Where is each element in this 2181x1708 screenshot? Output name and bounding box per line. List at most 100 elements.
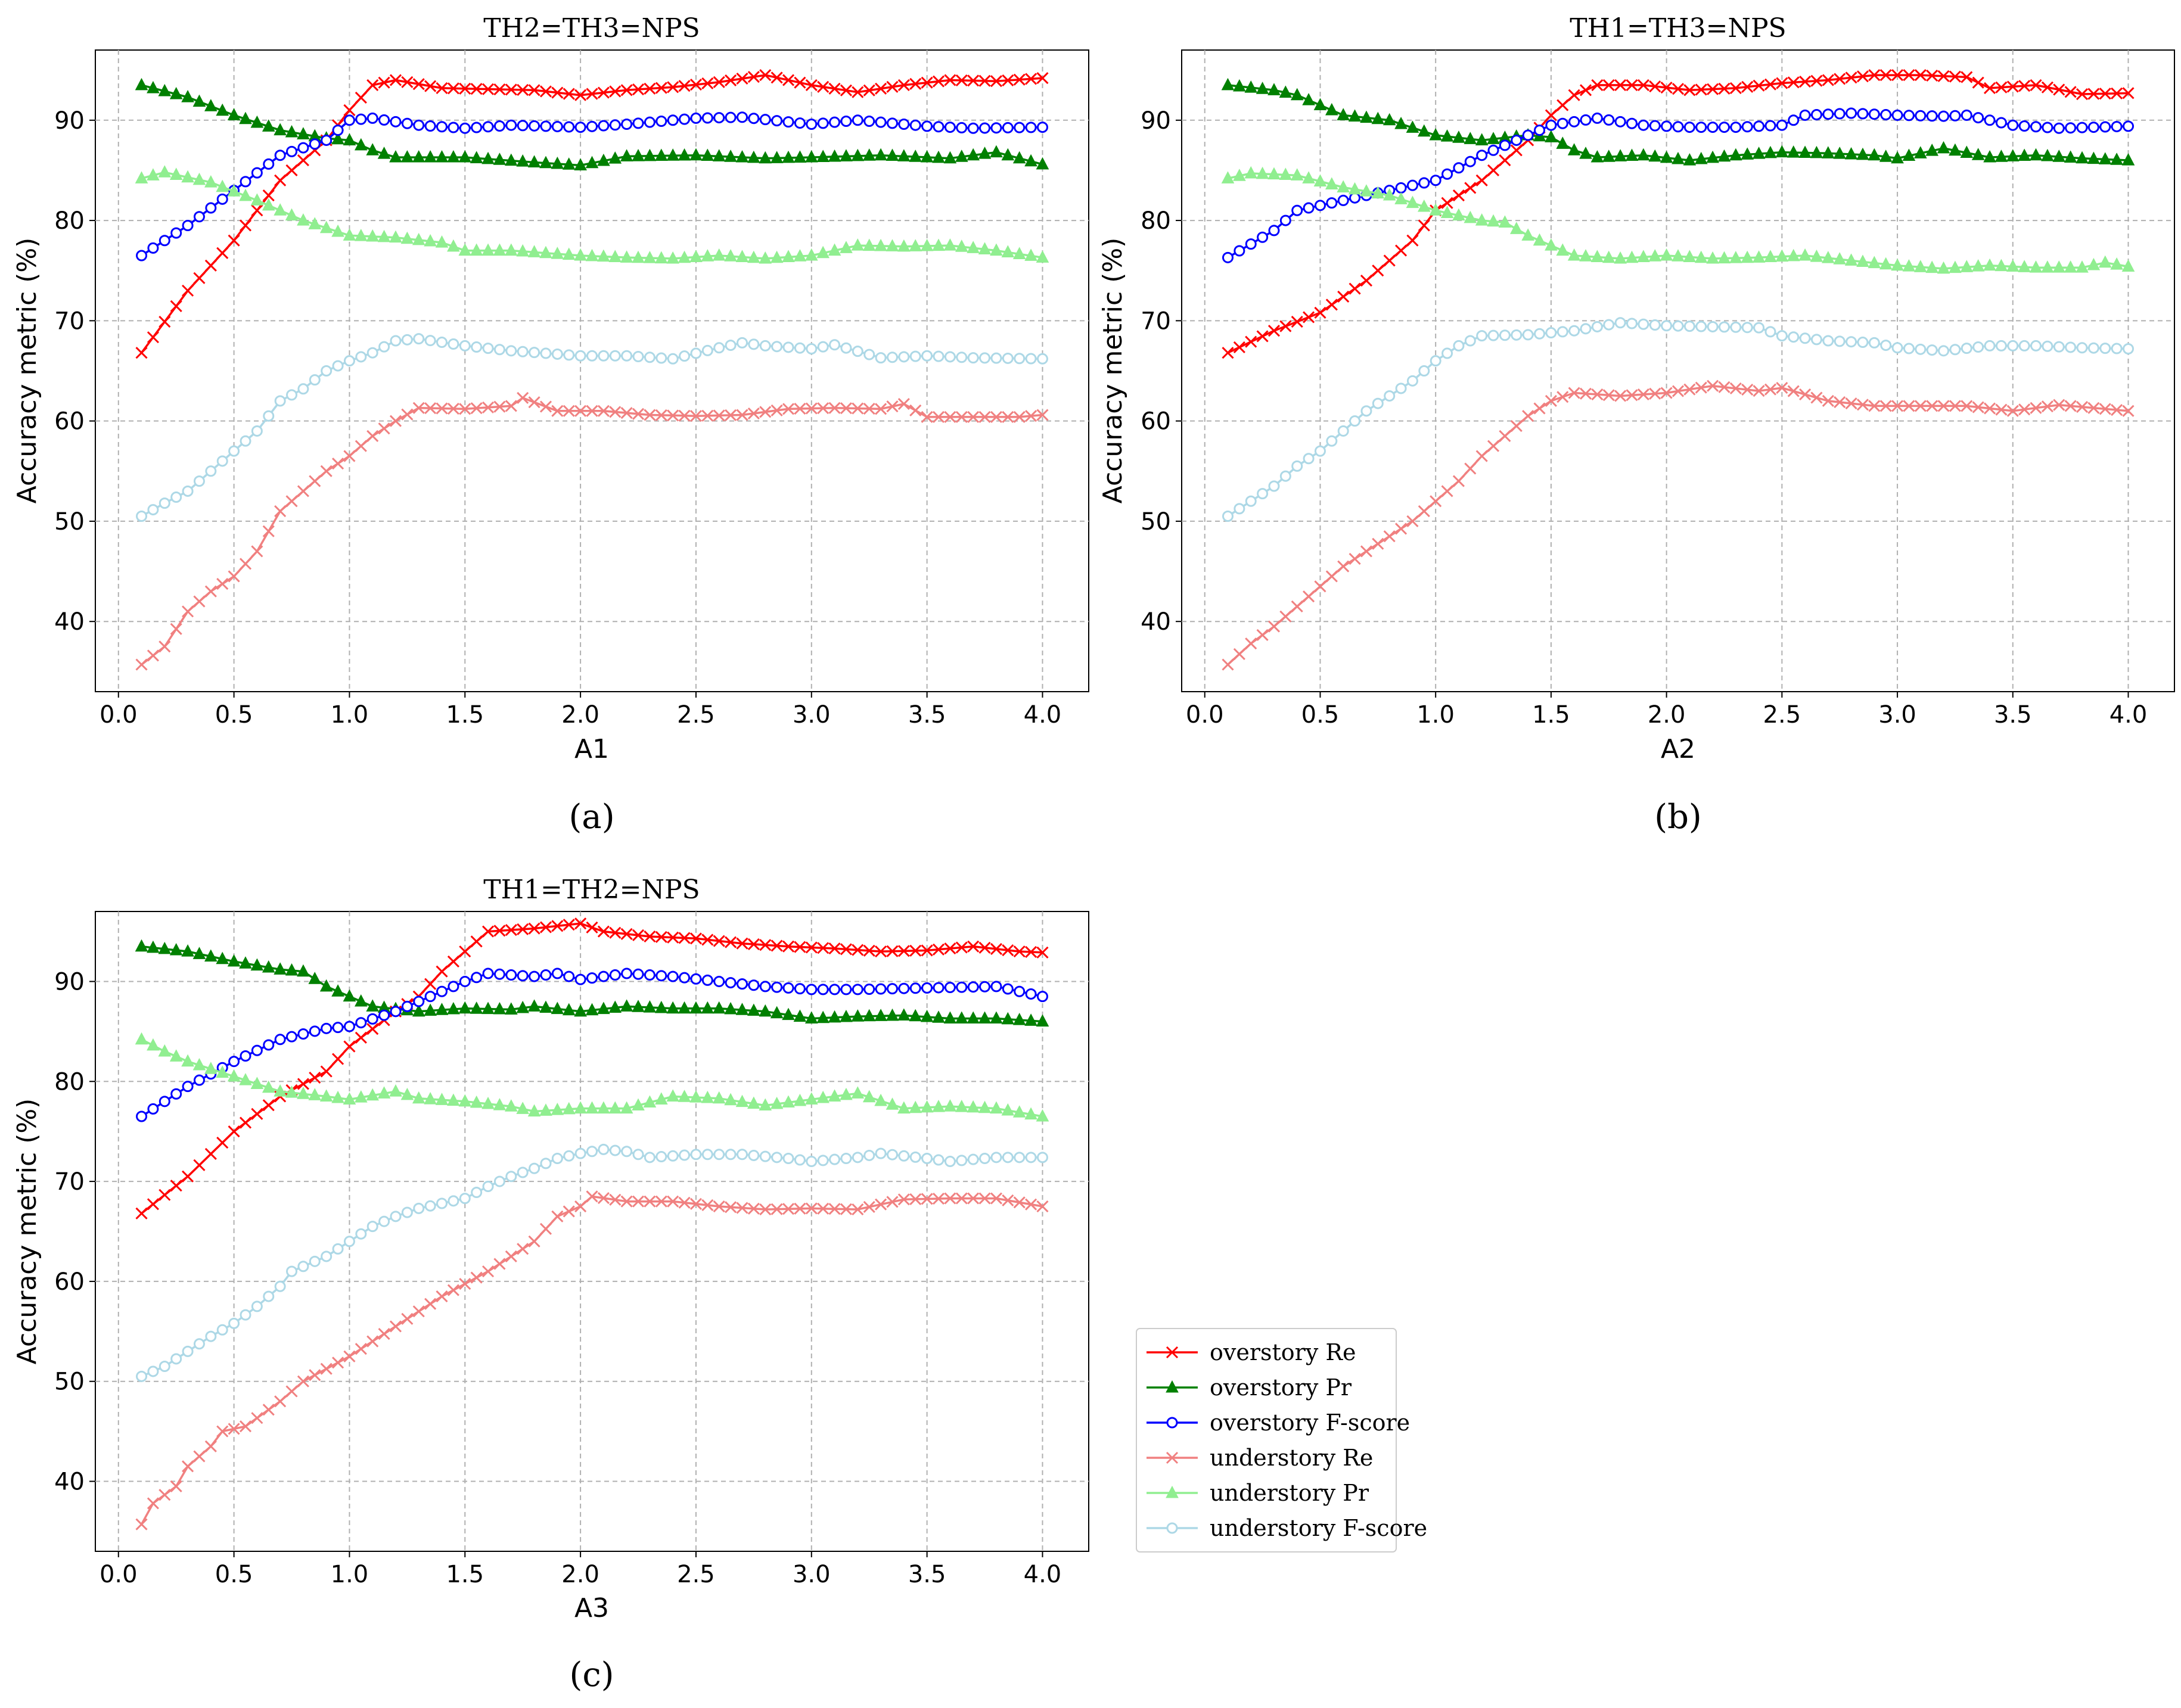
point-understory-pr — [1602, 250, 1615, 263]
series-understory-re — [1222, 379, 2135, 671]
point-overstory-pr — [1487, 132, 1500, 144]
point-overstory-f-score — [471, 122, 483, 133]
point-overstory-re — [886, 945, 899, 957]
point-understory-pr — [1775, 249, 1789, 262]
point-understory-re — [701, 409, 714, 422]
point-overstory-re — [632, 83, 645, 96]
point-overstory-pr — [447, 150, 460, 163]
point-understory-f-score — [909, 350, 921, 362]
point-understory-f-score — [1234, 503, 1245, 515]
point-understory-f-score — [644, 351, 655, 363]
point-overstory-f-score — [563, 121, 575, 133]
point-overstory-pr — [851, 1009, 865, 1022]
point-understory-f-score — [1014, 353, 1026, 365]
point-overstory-pr — [262, 119, 275, 132]
point-understory-f-score — [1891, 342, 1903, 354]
point-understory-f-score — [193, 1338, 205, 1350]
point-overstory-pr — [712, 1001, 726, 1014]
point-overstory-f-score — [378, 114, 390, 126]
point-overstory-pr — [192, 94, 206, 107]
point-overstory-re — [1856, 70, 1869, 83]
point-overstory-re — [1395, 244, 1408, 257]
point-understory-re — [147, 649, 159, 662]
point-understory-re — [632, 407, 645, 420]
point-overstory-f-score — [529, 970, 540, 982]
point-understory-re — [736, 1202, 748, 1214]
point-understory-re — [1325, 570, 1338, 583]
point-understory-f-score — [1938, 345, 1950, 357]
point-understory-re — [644, 409, 656, 421]
point-understory-pr — [1729, 251, 1742, 263]
point-understory-f-score — [1406, 375, 1418, 387]
point-overstory-f-score — [736, 111, 748, 123]
point-understory-re — [1372, 537, 1384, 550]
point-understory-re — [343, 450, 356, 462]
point-understory-pr — [551, 1103, 564, 1115]
subplot-a: 0.0 0.5 1.0 1.5 2.0 2.5 3.0 3.5 4.0405060708090 … — [12, 13, 1089, 836]
point-overstory-pr — [527, 155, 541, 167]
point-understory-re — [944, 410, 956, 423]
point-understory-pr — [2006, 259, 2020, 272]
point-overstory-f-score — [2042, 122, 2053, 133]
point-overstory-re — [944, 74, 956, 86]
point-understory-pr — [527, 1104, 541, 1117]
point-overstory-re — [551, 920, 564, 932]
point-overstory-f-score — [701, 112, 713, 124]
point-overstory-pr — [297, 127, 310, 139]
point-understory-re — [932, 1192, 945, 1205]
point-understory-f-score — [956, 351, 968, 363]
point-overstory-f-score — [263, 1039, 275, 1051]
point-overstory-re — [135, 1207, 148, 1219]
point-understory-pr — [967, 241, 980, 253]
point-overstory-re — [1325, 298, 1338, 311]
point-overstory-re — [597, 925, 610, 938]
point-understory-pr — [539, 245, 552, 259]
point-understory-re — [1222, 658, 1234, 671]
legend-label: understory Pr — [1210, 1480, 1369, 1506]
point-overstory-re — [1579, 84, 1592, 97]
point-understory-pr — [493, 1098, 507, 1110]
y-tick-label: 60 — [54, 1268, 85, 1296]
point-overstory-pr — [2098, 152, 2112, 164]
point-overstory-f-score — [1476, 150, 1488, 161]
point-understory-pr — [967, 1100, 980, 1113]
point-overstory-f-score — [782, 116, 794, 128]
point-understory-re — [1787, 385, 1800, 397]
point-understory-re — [782, 403, 795, 415]
point-overstory-re — [1556, 99, 1569, 111]
point-understory-re — [309, 1369, 321, 1382]
point-understory-re — [1903, 400, 1915, 412]
point-understory-re — [921, 1193, 933, 1205]
point-overstory-pr — [400, 150, 414, 163]
point-overstory-f-score — [2065, 122, 2077, 134]
point-understory-f-score — [2042, 340, 2053, 352]
point-understory-re — [678, 409, 691, 422]
point-overstory-re — [990, 942, 1002, 955]
point-understory-pr — [932, 238, 945, 251]
point-understory-pr — [1787, 248, 1800, 262]
point-understory-pr — [782, 250, 795, 263]
point-overstory-pr — [2052, 150, 2066, 162]
point-overstory-f-score — [1499, 139, 1511, 151]
point-understory-re — [1441, 485, 1453, 497]
point-overstory-pr — [574, 158, 587, 171]
point-understory-pr — [643, 251, 657, 263]
point-overstory-re — [331, 1053, 344, 1065]
point-overstory-pr — [747, 1003, 760, 1016]
y-tick-label: 70 — [54, 1168, 85, 1196]
point-understory-pr — [158, 165, 172, 178]
point-overstory-re — [2099, 88, 2111, 100]
point-overstory-re — [424, 80, 437, 92]
point-understory-re — [1395, 522, 1408, 535]
point-understory-pr — [886, 239, 899, 251]
point-overstory-re — [944, 942, 956, 955]
point-understory-f-score — [1603, 319, 1615, 331]
point-overstory-f-score — [1661, 120, 1673, 132]
point-understory-f-score — [1661, 320, 1673, 332]
point-understory-re — [262, 525, 275, 537]
point-understory-re — [528, 1235, 540, 1247]
point-overstory-pr — [424, 150, 437, 163]
point-understory-f-score — [609, 1144, 621, 1156]
point-understory-f-score — [251, 425, 263, 437]
point-understory-f-score — [1846, 336, 1857, 348]
